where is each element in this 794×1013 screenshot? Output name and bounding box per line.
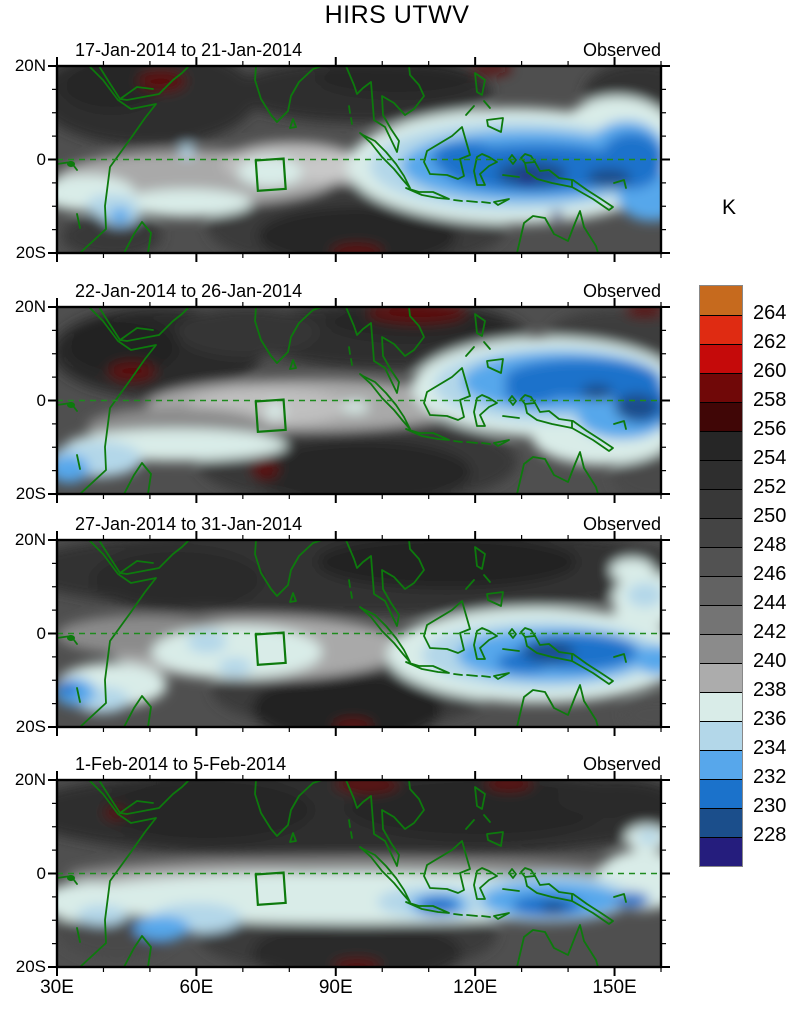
colorbar-segment xyxy=(700,518,742,547)
colorbar-segment xyxy=(700,373,742,402)
lake xyxy=(67,635,75,641)
y-axis-label: 20S xyxy=(15,717,46,736)
y-axis-label: 0 xyxy=(36,149,46,169)
colorbar-tick-label: 230 xyxy=(753,795,787,817)
lake xyxy=(67,875,75,881)
colorbar-segment xyxy=(700,344,742,373)
y-axis-label: 0 xyxy=(36,863,46,883)
colorbar-tick-label: 228 xyxy=(753,824,787,846)
colorbar-segment xyxy=(700,547,742,576)
x-axis-label: 120E xyxy=(452,977,498,998)
colorbar-segment xyxy=(700,605,742,634)
panel-3-header: 27-Jan-2014 to 31-Jan-2014 Observed xyxy=(57,514,661,538)
panel-2-header: 22-Jan-2014 to 26-Jan-2014 Observed xyxy=(57,281,661,305)
coastlines xyxy=(57,66,627,253)
colorbar-segment xyxy=(700,460,742,489)
colorbar-segment xyxy=(700,489,742,518)
colorbar-tick-label: 234 xyxy=(753,737,787,759)
colorbar-segment xyxy=(700,315,742,344)
y-axis-label: 20S xyxy=(15,957,46,976)
colorbar-segment xyxy=(700,750,742,779)
y-axis-label: 0 xyxy=(36,623,46,643)
colorbar-tick-label: 256 xyxy=(753,418,787,440)
colorbar-tick-label: 262 xyxy=(753,331,787,353)
colorbar-segment xyxy=(700,431,742,460)
colorbar-tick-label: 260 xyxy=(753,360,787,382)
map-panel-4 xyxy=(48,771,670,976)
study-box xyxy=(254,157,287,192)
colorbar-tick-label: 258 xyxy=(753,389,787,411)
colorbar-tick-label: 252 xyxy=(753,476,787,498)
colorbar-tick-label: 242 xyxy=(753,621,787,643)
colorbar-segment xyxy=(700,721,742,750)
coastlines xyxy=(57,780,627,967)
panel-4-header: 1-Feb-2014 to 5-Feb-2014 Observed xyxy=(57,754,661,778)
y-axis-label: 20N xyxy=(14,297,46,316)
map-svg xyxy=(48,57,670,262)
colorbar-unit: K xyxy=(722,196,737,219)
figure-title: HIRS UTWV xyxy=(324,1,470,29)
colorbar-tick-label: 244 xyxy=(753,592,787,614)
panel-3-source-label: Observed xyxy=(582,514,661,534)
map-svg xyxy=(48,298,670,503)
y-axis-label: 20S xyxy=(15,243,46,262)
y-axis-label: 0 xyxy=(36,390,46,410)
coastlines xyxy=(57,540,627,727)
colorbar-segment xyxy=(700,402,742,431)
x-axis-label: 60E xyxy=(179,977,214,998)
colorbar-tick-label: 232 xyxy=(753,766,787,788)
coastlines xyxy=(57,307,627,494)
map-panel-3 xyxy=(48,531,670,736)
study-box xyxy=(254,871,287,906)
colorbar-segment xyxy=(700,576,742,605)
colorbar-tick-label: 246 xyxy=(753,563,787,585)
colorbar-segment xyxy=(700,779,742,808)
lake xyxy=(67,161,75,167)
colorbar-tick-label: 238 xyxy=(753,679,787,701)
colorbar-segment xyxy=(700,692,742,721)
colorbar-tick-label: 264 xyxy=(753,302,787,324)
panel-1-header: 17-Jan-2014 to 21-Jan-2014 Observed xyxy=(57,40,661,64)
study-box xyxy=(254,398,287,433)
panel-4-date-range: 1-Feb-2014 to 5-Feb-2014 xyxy=(75,754,287,774)
map-panel-1 xyxy=(48,57,670,262)
colorbar-tick-label: 254 xyxy=(753,447,787,469)
colorbar-tick-label: 248 xyxy=(753,534,787,556)
y-axis-label: 20N xyxy=(14,770,46,789)
colorbar xyxy=(699,285,743,867)
colorbar-segment xyxy=(700,808,742,837)
map-svg xyxy=(48,771,670,976)
panel-2-date-range: 22-Jan-2014 to 26-Jan-2014 xyxy=(75,281,303,301)
study-box xyxy=(254,631,287,666)
colorbar-tick-label: 250 xyxy=(753,505,787,527)
y-axis-label: 20N xyxy=(14,530,46,549)
panel-1-date-range: 17-Jan-2014 to 21-Jan-2014 xyxy=(75,40,303,60)
y-axis-label: 20S xyxy=(15,484,46,503)
colorbar-segment xyxy=(700,634,742,663)
map-panel-2 xyxy=(48,298,670,503)
x-axis-label: 150E xyxy=(592,977,637,998)
lake xyxy=(67,402,75,408)
panel-2-source-label: Observed xyxy=(582,281,661,301)
map-svg xyxy=(48,531,670,736)
x-axis-label: 30E xyxy=(40,977,74,998)
colorbar-tick-label: 236 xyxy=(753,708,787,730)
colorbar-segment xyxy=(700,286,742,315)
panel-3-date-range: 27-Jan-2014 to 31-Jan-2014 xyxy=(75,514,303,534)
colorbar-segment xyxy=(700,663,742,692)
y-axis-label: 20N xyxy=(14,56,46,75)
colorbar-tick-label: 240 xyxy=(753,650,787,672)
panel-4-source-label: Observed xyxy=(582,754,661,774)
colorbar-segment xyxy=(700,837,742,866)
x-axis-label: 90E xyxy=(318,977,353,998)
panel-1-source-label: Observed xyxy=(582,40,661,60)
